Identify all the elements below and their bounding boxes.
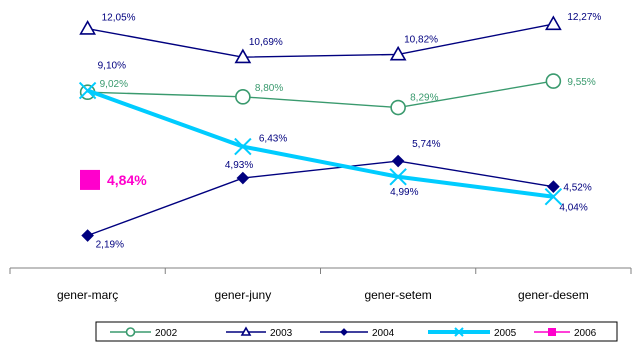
data-point [544, 15, 562, 31]
legend-label: 2006 [574, 328, 597, 339]
data-point [78, 81, 97, 100]
x-tick-label: gener-desem [518, 288, 589, 302]
x-tick-label: gener-setem [364, 288, 431, 302]
legend-item-2006: 2006 [534, 328, 597, 339]
data-point [544, 187, 563, 206]
data-point [390, 99, 406, 116]
data-point [234, 48, 252, 64]
data-label: 4,99% [390, 187, 418, 198]
data-point-stroke [389, 168, 407, 186]
series-2002 [79, 73, 562, 116]
data-label: 4,52% [563, 183, 591, 194]
data-point [125, 327, 136, 337]
series-line [87, 160, 554, 237]
series-2006 [80, 169, 100, 190]
data-label: 9,10% [98, 61, 126, 72]
x-tick-label: gener-juny [215, 288, 272, 302]
data-label: 5,74% [412, 139, 440, 150]
data-label: 12,27% [567, 12, 601, 23]
series-2005 [78, 81, 563, 206]
data-label: 4,93% [225, 160, 253, 171]
data-label: 2,19% [96, 240, 124, 251]
legend-label: 2002 [155, 328, 178, 339]
data-label: 4,04% [559, 203, 587, 214]
series-layer [78, 15, 563, 242]
data-point [545, 73, 562, 89]
x-axis-ticks [9, 268, 632, 274]
data-point-stroke [234, 137, 252, 156]
data-point-stroke [454, 327, 464, 337]
data-point [340, 328, 348, 336]
data-point [391, 154, 405, 168]
legend-label: 2005 [494, 328, 517, 339]
data-label-layer: 9,02% 8,80% 8,29% 9,55% 12,05% 10,69% 10,82% 12… [96, 12, 602, 251]
data-label: 10,82% [404, 34, 438, 45]
series-2003 [79, 15, 562, 64]
data-label-2006: 4,84% [107, 172, 147, 188]
data-point [80, 169, 100, 190]
data-label: 9,55% [567, 77, 595, 88]
data-point [547, 180, 560, 193]
legend: 2002 2003 2004 2005 2006 [95, 321, 618, 342]
x-tick-label: gener-març [57, 288, 118, 302]
data-point [240, 326, 252, 336]
data-point-stroke [544, 187, 563, 206]
data-label: 8,29% [410, 93, 438, 104]
data-label: 10,69% [249, 37, 283, 48]
legend-item-2002: 2002 [110, 327, 178, 339]
legend-item-2005: 2005 [428, 327, 517, 339]
series-2004 [81, 154, 560, 242]
data-label: 6,43% [259, 134, 287, 145]
data-label: 12,05% [102, 13, 136, 24]
data-point [236, 171, 250, 185]
legend-item-2003: 2003 [226, 326, 293, 339]
data-point [234, 137, 252, 156]
data-point [454, 327, 464, 337]
series-line [86, 88, 554, 199]
series-line [87, 23, 554, 58]
data-point [235, 89, 251, 105]
data-point [389, 168, 407, 186]
data-point [548, 328, 556, 336]
legend-label: 2004 [372, 328, 395, 339]
data-point [389, 45, 407, 61]
series-line [87, 80, 554, 109]
data-label: 9,02% [100, 79, 128, 90]
legend-item-2004: 2004 [320, 328, 395, 339]
x-axis-tick-labels: gener-març gener-juny gener-setem gener-des… [57, 288, 589, 302]
data-point-stroke [78, 81, 97, 100]
data-label: 8,80% [255, 83, 283, 94]
legend-label: 2003 [270, 328, 293, 339]
data-point [81, 229, 94, 242]
data-point [79, 20, 97, 35]
